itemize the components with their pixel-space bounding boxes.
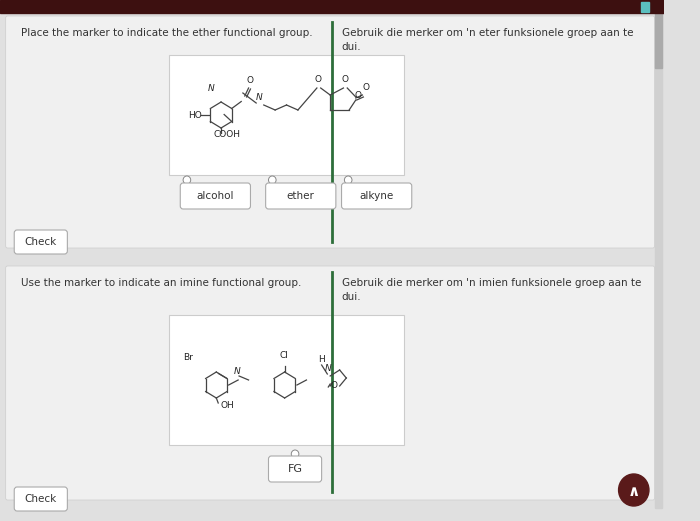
Text: Gebruik die merker om 'n eter funksionele groep aan te
dui.: Gebruik die merker om 'n eter funksionel… — [342, 28, 633, 52]
Text: COOH: COOH — [214, 130, 241, 139]
Bar — [641, 2, 649, 12]
Text: alkyne: alkyne — [360, 191, 394, 201]
FancyBboxPatch shape — [181, 183, 251, 209]
Text: O: O — [355, 91, 362, 100]
Text: Use the marker to indicate an imine functional group.: Use the marker to indicate an imine func… — [21, 278, 301, 288]
FancyBboxPatch shape — [6, 16, 654, 248]
Bar — [654, 13, 662, 68]
Text: OH: OH — [220, 401, 234, 410]
Text: alcohol: alcohol — [197, 191, 234, 201]
Text: N: N — [325, 364, 331, 373]
FancyBboxPatch shape — [14, 230, 67, 254]
Text: Cl: Cl — [280, 351, 289, 360]
Circle shape — [619, 474, 649, 506]
FancyBboxPatch shape — [342, 183, 412, 209]
Text: Br: Br — [183, 353, 193, 362]
Text: Gebruik die merker om 'n imien funksionele groep aan te
dui.: Gebruik die merker om 'n imien funksione… — [342, 278, 641, 302]
Circle shape — [183, 176, 190, 184]
FancyBboxPatch shape — [6, 266, 654, 500]
Text: N: N — [256, 93, 263, 102]
Text: FG: FG — [288, 464, 302, 474]
Text: ∧: ∧ — [628, 483, 640, 499]
Text: HO: HO — [188, 111, 202, 120]
FancyBboxPatch shape — [265, 183, 336, 209]
FancyBboxPatch shape — [269, 456, 321, 482]
Text: O: O — [330, 381, 337, 390]
Text: N: N — [233, 367, 240, 376]
Text: ether: ether — [287, 191, 315, 201]
Circle shape — [344, 176, 352, 184]
FancyBboxPatch shape — [169, 55, 404, 175]
Circle shape — [291, 450, 299, 458]
Text: Check: Check — [25, 494, 57, 504]
Text: Place the marker to indicate the ether functional group.: Place the marker to indicate the ether f… — [21, 28, 312, 38]
Text: O: O — [342, 75, 349, 84]
Text: O: O — [315, 75, 322, 84]
Text: O: O — [246, 76, 253, 85]
Text: H: H — [318, 355, 325, 364]
FancyBboxPatch shape — [169, 315, 404, 445]
Text: Check: Check — [25, 237, 57, 247]
FancyBboxPatch shape — [14, 487, 67, 511]
Circle shape — [269, 176, 276, 184]
Text: N: N — [208, 84, 214, 93]
Bar — [0, 0, 664, 13]
Bar — [654, 13, 662, 508]
Text: O: O — [363, 83, 370, 92]
